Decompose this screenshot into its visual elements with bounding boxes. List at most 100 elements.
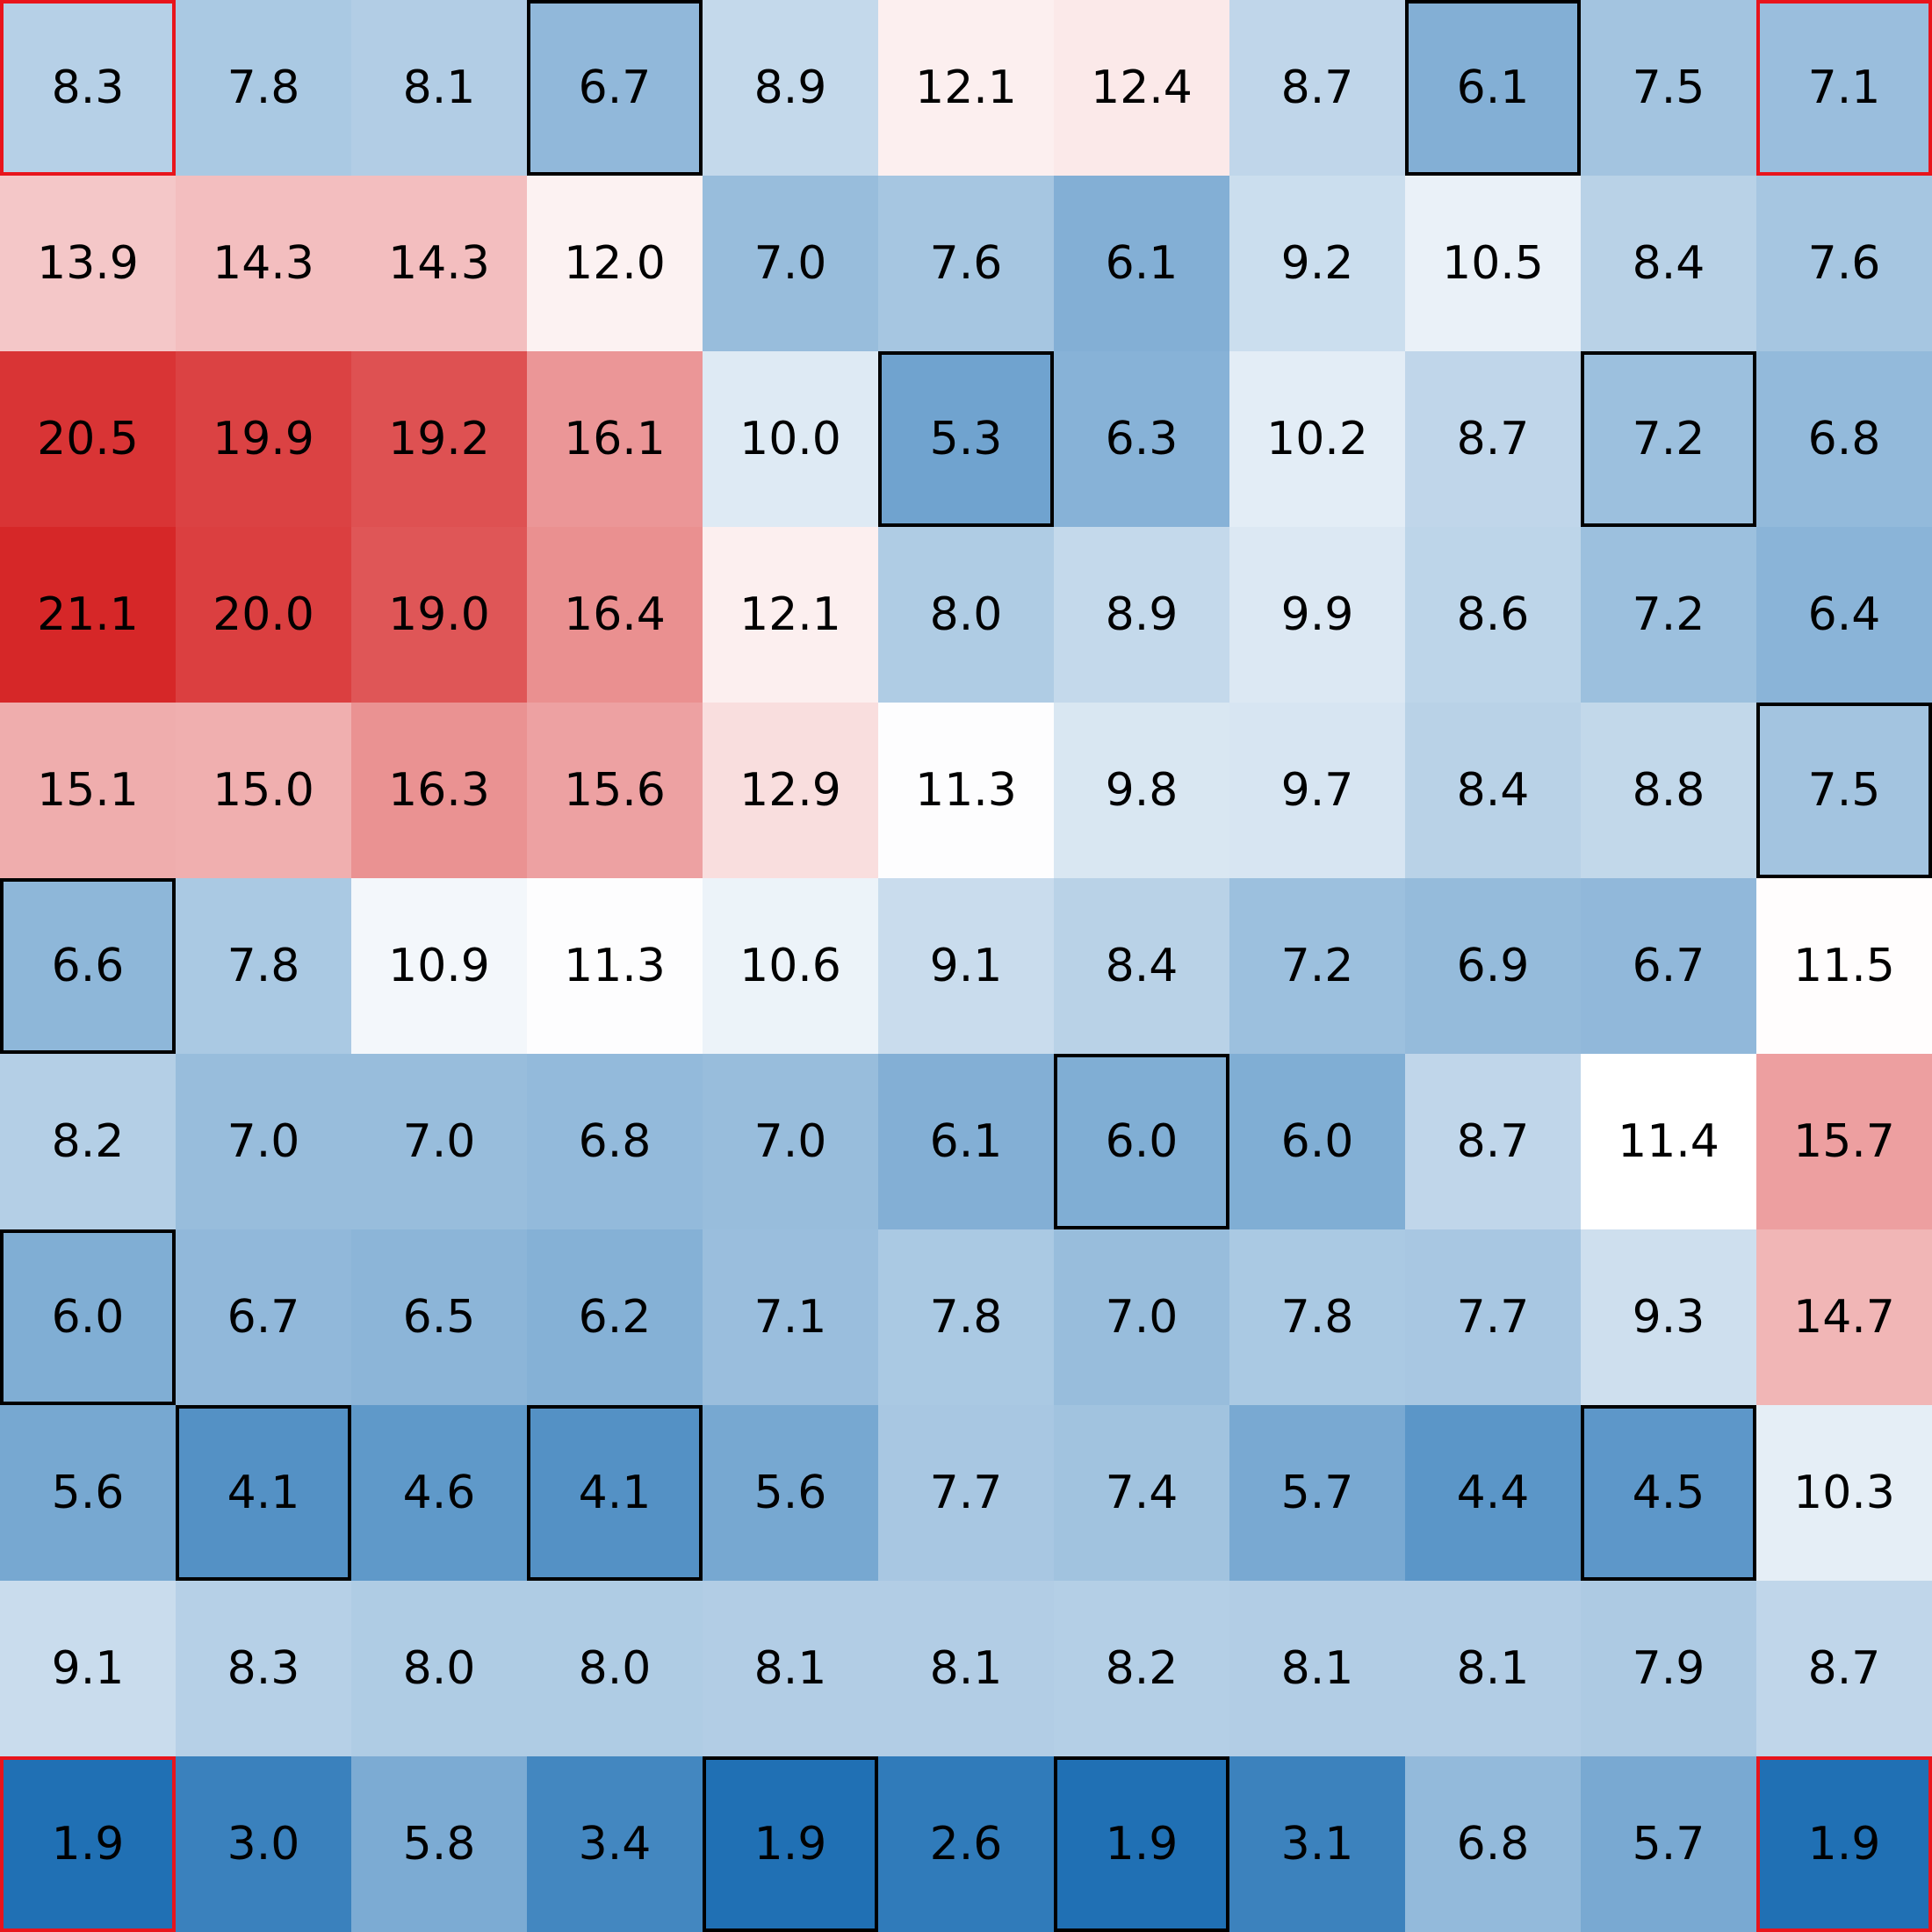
heatmap-cell-r0-c8 — [1405, 0, 1582, 177]
heatmap-cell-r10-c0 — [0, 1756, 177, 1932]
heatmap-value-label-r7-c4: 7.1 — [754, 1291, 827, 1344]
heatmap-highlight-black-r8-c9 — [1581, 1405, 1756, 1581]
heatmap-value-label-r1-c7: 9.2 — [1281, 237, 1354, 290]
heatmap-value-label-r6-c3: 6.8 — [579, 1115, 652, 1168]
heatmap-cell-r10-c5 — [878, 1756, 1055, 1932]
heatmap-cell-r4-c1 — [176, 703, 352, 879]
heatmap-value-label-r2-c6: 6.3 — [1106, 413, 1179, 465]
heatmap-cell-r4-c6 — [1054, 703, 1230, 879]
heatmap-cell-r5-c3 — [527, 878, 703, 1055]
heatmap-value-label-r9-c0: 9.1 — [52, 1642, 125, 1695]
heatmap-value-label-r3-c2: 19.0 — [388, 588, 490, 641]
heatmap-value-label-r0-c9: 7.5 — [1633, 61, 1705, 114]
heatmap-cell-r0-c6 — [1054, 0, 1230, 177]
heatmap-cell-r5-c2 — [351, 878, 528, 1055]
heatmap-cell-r0-c10 — [1756, 0, 1932, 177]
heatmap-cell-r9-c6 — [1054, 1581, 1230, 1757]
heatmap-value-label-r1-c1: 14.3 — [213, 237, 314, 290]
heatmap-highlight-black-r0-c8 — [1405, 0, 1581, 176]
heatmap-cell-r8-c4 — [703, 1405, 879, 1582]
heatmap-value-label-r6-c1: 7.0 — [227, 1115, 300, 1168]
heatmap-cell-r2-c5 — [878, 351, 1055, 528]
heatmap-cell-r0-c3 — [527, 0, 703, 177]
heatmap-value-label-r2-c9: 7.2 — [1633, 413, 1705, 465]
heatmap-cell-r8-c1 — [176, 1405, 352, 1582]
heatmap-cell-r7-c8 — [1405, 1229, 1582, 1406]
heatmap-cell-r6-c1 — [176, 1054, 352, 1230]
heatmap-cell-r5-c7 — [1229, 878, 1406, 1055]
heatmap-cell-r7-c0 — [0, 1229, 177, 1406]
heatmap-cell-r10-c1 — [176, 1756, 352, 1932]
heatmap-cell-r9-c9 — [1581, 1581, 1757, 1757]
heatmap-value-label-r0-c5: 12.1 — [915, 61, 1017, 114]
heatmap-value-label-r5-c1: 7.8 — [227, 940, 300, 992]
heatmap-value-label-r2-c3: 16.1 — [564, 413, 666, 465]
heatmap-highlight-black-r5-c0 — [0, 878, 176, 1054]
heatmap-cell-r10-c9 — [1581, 1756, 1757, 1932]
heatmap-value-label-r1-c5: 7.6 — [930, 237, 1003, 290]
heatmap-cell-r9-c7 — [1229, 1581, 1406, 1757]
heatmap-value-label-r5-c3: 11.3 — [564, 940, 666, 992]
heatmap-cell-r6-c7 — [1229, 1054, 1406, 1230]
heatmap-cell-r1-c10 — [1756, 176, 1932, 352]
heatmap-cell-r2-c3 — [527, 351, 703, 528]
heatmap-cell-r4-c3 — [527, 703, 703, 879]
heatmap-value-label-r3-c8: 8.6 — [1457, 588, 1530, 641]
heatmap-cell-r7-c5 — [878, 1229, 1055, 1406]
heatmap-cell-r4-c5 — [878, 703, 1055, 879]
heatmap-cell-r7-c2 — [351, 1229, 528, 1406]
heatmap-value-label-r8-c1: 4.1 — [227, 1467, 300, 1519]
heatmap-cell-r8-c2 — [351, 1405, 528, 1582]
heatmap-value-label-r9-c5: 8.1 — [930, 1642, 1003, 1695]
heatmap-cell-r6-c3 — [527, 1054, 703, 1230]
heatmap-value-label-r8-c10: 10.3 — [1793, 1467, 1895, 1519]
heatmap-value-label-r10-c6: 1.9 — [1106, 1818, 1179, 1871]
heatmap-value-label-r4-c9: 8.8 — [1633, 764, 1705, 817]
heatmap-value-label-r10-c0: 1.9 — [52, 1818, 125, 1871]
heatmap-value-label-r2-c8: 8.7 — [1457, 413, 1530, 465]
heatmap-value-label-r4-c1: 15.0 — [213, 764, 314, 817]
heatmap-value-label-r1-c8: 10.5 — [1442, 237, 1544, 290]
heatmap-value-label-r10-c2: 5.8 — [403, 1818, 476, 1871]
heatmap-value-label-r1-c3: 12.0 — [564, 237, 666, 290]
heatmap-value-label-r7-c5: 7.8 — [930, 1291, 1003, 1344]
heatmap-cell-r5-c10 — [1756, 878, 1932, 1055]
heatmap-cell-r1-c8 — [1405, 176, 1582, 352]
heatmap-value-label-r3-c9: 7.2 — [1633, 588, 1705, 641]
heatmap-value-label-r2-c0: 20.5 — [37, 413, 139, 465]
heatmap-cell-r7-c4 — [703, 1229, 879, 1406]
heatmap-value-label-r1-c6: 6.1 — [1106, 237, 1179, 290]
heatmap-value-label-r6-c6: 6.0 — [1106, 1115, 1179, 1168]
heatmap-value-label-r9-c2: 8.0 — [403, 1642, 476, 1695]
heatmap-value-label-r2-c2: 19.2 — [388, 413, 490, 465]
heatmap-cell-r8-c6 — [1054, 1405, 1230, 1582]
heatmap-cell-r5-c6 — [1054, 878, 1230, 1055]
heatmap-value-label-r2-c7: 10.2 — [1266, 413, 1368, 465]
heatmap-value-label-r4-c5: 11.3 — [915, 764, 1017, 817]
heatmap-value-label-r5-c0: 6.6 — [52, 940, 125, 992]
heatmap-cell-r3-c0 — [0, 527, 177, 703]
heatmap-cell-r3-c1 — [176, 527, 352, 703]
heatmap-cell-r2-c4 — [703, 351, 879, 528]
heatmap-cell-r3-c2 — [351, 527, 528, 703]
heatmap-cell-r2-c1 — [176, 351, 352, 528]
heatmap-value-label-r3-c4: 12.1 — [739, 588, 841, 641]
heatmap-highlight-black-r10-c6 — [1054, 1756, 1229, 1932]
heatmap-value-label-r0-c3: 6.7 — [579, 61, 652, 114]
heatmap-highlight-black-r7-c0 — [0, 1229, 176, 1405]
heatmap-cell-r8-c10 — [1756, 1405, 1932, 1582]
heatmap-value-label-r8-c5: 7.7 — [930, 1467, 1003, 1519]
heatmap-value-label-r5-c4: 10.6 — [739, 940, 841, 992]
heatmap-cell-r9-c1 — [176, 1581, 352, 1757]
heatmap-value-label-r9-c6: 8.2 — [1106, 1642, 1179, 1695]
heatmap-cell-r4-c4 — [703, 703, 879, 879]
heatmap-highlight-black-r6-c6 — [1054, 1054, 1229, 1229]
heatmap-value-label-r6-c0: 8.2 — [52, 1115, 125, 1168]
heatmap-value-label-r7-c7: 7.8 — [1281, 1291, 1354, 1344]
heatmap-cell-r6-c2 — [351, 1054, 528, 1230]
heatmap-value-label-r6-c10: 15.7 — [1793, 1115, 1895, 1168]
heatmap-value-label-r7-c2: 6.5 — [403, 1291, 476, 1344]
heatmap-value-label-r1-c10: 7.6 — [1808, 237, 1881, 290]
